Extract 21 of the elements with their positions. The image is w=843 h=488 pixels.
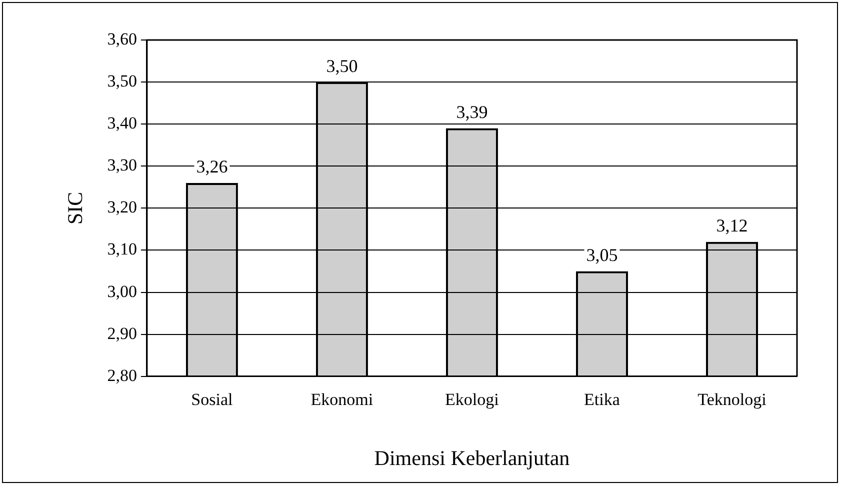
data-label: 3,05: [586, 245, 618, 266]
data-label: 3,12: [716, 216, 748, 236]
data-label: 3,39: [456, 102, 488, 122]
y-axis-title: SIC: [63, 192, 88, 225]
y-tick-label: 3,60: [107, 29, 137, 48]
x-tick-label: Ekologi: [445, 390, 500, 410]
y-tick-label: 3,20: [107, 198, 137, 217]
y-tick-label: 3,50: [107, 72, 137, 91]
y-tick-label: 2,80: [107, 366, 137, 385]
y-tick-label: 3,30: [107, 156, 137, 175]
x-tick-label: Ekonomi: [310, 390, 374, 410]
data-label: 3,50: [326, 56, 358, 76]
x-tick-label: Etika: [584, 390, 620, 410]
y-tick-label: 3,40: [107, 114, 137, 133]
y-tick-label: 3,00: [107, 282, 137, 301]
data-label: 3,26: [196, 156, 228, 177]
x-tick-label: Sosial: [191, 390, 234, 410]
x-tick-label: Teknologi: [698, 390, 767, 410]
x-axis-title: Dimensi Keberlanjutan: [374, 446, 570, 470]
y-tick-label: 2,90: [107, 324, 137, 343]
y-tick-label: 3,10: [107, 240, 137, 259]
